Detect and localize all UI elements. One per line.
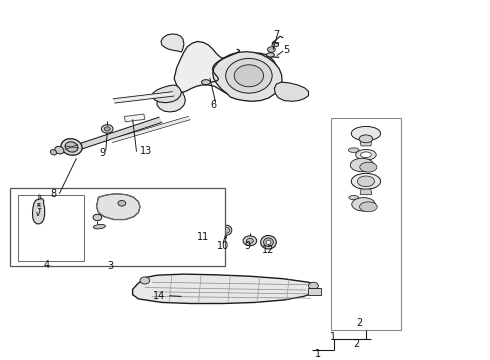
Text: 2: 2	[353, 338, 359, 348]
Polygon shape	[360, 141, 372, 146]
Text: 13: 13	[140, 145, 152, 156]
Ellipse shape	[61, 139, 82, 155]
Ellipse shape	[360, 202, 377, 212]
Text: 8: 8	[50, 189, 56, 199]
Ellipse shape	[94, 224, 105, 229]
Text: 7: 7	[273, 30, 280, 40]
Text: 1: 1	[330, 332, 336, 342]
Ellipse shape	[55, 147, 64, 154]
Ellipse shape	[272, 43, 279, 47]
Polygon shape	[213, 52, 282, 101]
Ellipse shape	[359, 135, 373, 143]
Ellipse shape	[357, 176, 374, 186]
Bar	[18, 195, 84, 261]
Polygon shape	[152, 85, 181, 103]
Bar	[331, 118, 401, 330]
Ellipse shape	[350, 158, 374, 172]
Text: 14: 14	[153, 292, 166, 301]
Polygon shape	[174, 41, 279, 100]
Text: 9: 9	[245, 242, 250, 252]
Circle shape	[268, 47, 275, 53]
Ellipse shape	[351, 126, 381, 141]
Polygon shape	[111, 117, 190, 142]
Bar	[10, 188, 225, 266]
Ellipse shape	[65, 142, 78, 152]
Polygon shape	[157, 92, 185, 112]
Circle shape	[104, 127, 110, 131]
Text: R
T
V: R T V	[36, 203, 40, 217]
Bar	[308, 288, 321, 295]
Polygon shape	[360, 189, 372, 194]
Polygon shape	[39, 195, 41, 199]
Ellipse shape	[349, 195, 359, 200]
Ellipse shape	[50, 149, 56, 155]
Ellipse shape	[264, 238, 273, 247]
Circle shape	[93, 214, 102, 221]
Ellipse shape	[226, 58, 272, 93]
Polygon shape	[124, 114, 145, 122]
Text: 5: 5	[283, 45, 290, 55]
Polygon shape	[272, 42, 278, 44]
Polygon shape	[113, 92, 174, 103]
Circle shape	[140, 277, 150, 284]
Bar	[207, 219, 220, 231]
Circle shape	[309, 282, 318, 289]
Polygon shape	[274, 82, 309, 101]
Text: 9: 9	[99, 148, 105, 158]
Ellipse shape	[348, 148, 359, 152]
Circle shape	[243, 236, 257, 246]
Text: 6: 6	[211, 100, 217, 110]
Ellipse shape	[356, 149, 376, 160]
Ellipse shape	[261, 235, 276, 249]
Ellipse shape	[266, 240, 271, 244]
Text: 11: 11	[197, 232, 210, 242]
Ellipse shape	[352, 198, 375, 211]
Text: 4: 4	[44, 260, 50, 270]
Ellipse shape	[223, 227, 230, 233]
Ellipse shape	[360, 162, 377, 172]
Text: 2: 2	[357, 318, 363, 328]
Polygon shape	[161, 34, 184, 52]
Circle shape	[246, 238, 253, 243]
Polygon shape	[32, 198, 45, 224]
Polygon shape	[97, 194, 140, 220]
Polygon shape	[76, 118, 162, 149]
Circle shape	[118, 201, 126, 206]
Text: 1: 1	[315, 349, 321, 359]
Ellipse shape	[351, 174, 381, 189]
Text: 12: 12	[262, 246, 274, 255]
Polygon shape	[133, 274, 318, 303]
Ellipse shape	[234, 65, 264, 87]
Ellipse shape	[267, 53, 274, 57]
Bar	[206, 218, 221, 233]
Ellipse shape	[361, 152, 371, 158]
Ellipse shape	[221, 225, 232, 235]
Circle shape	[101, 125, 113, 133]
Text: 10: 10	[217, 241, 229, 251]
Ellipse shape	[201, 80, 210, 85]
Text: 3: 3	[108, 261, 114, 271]
